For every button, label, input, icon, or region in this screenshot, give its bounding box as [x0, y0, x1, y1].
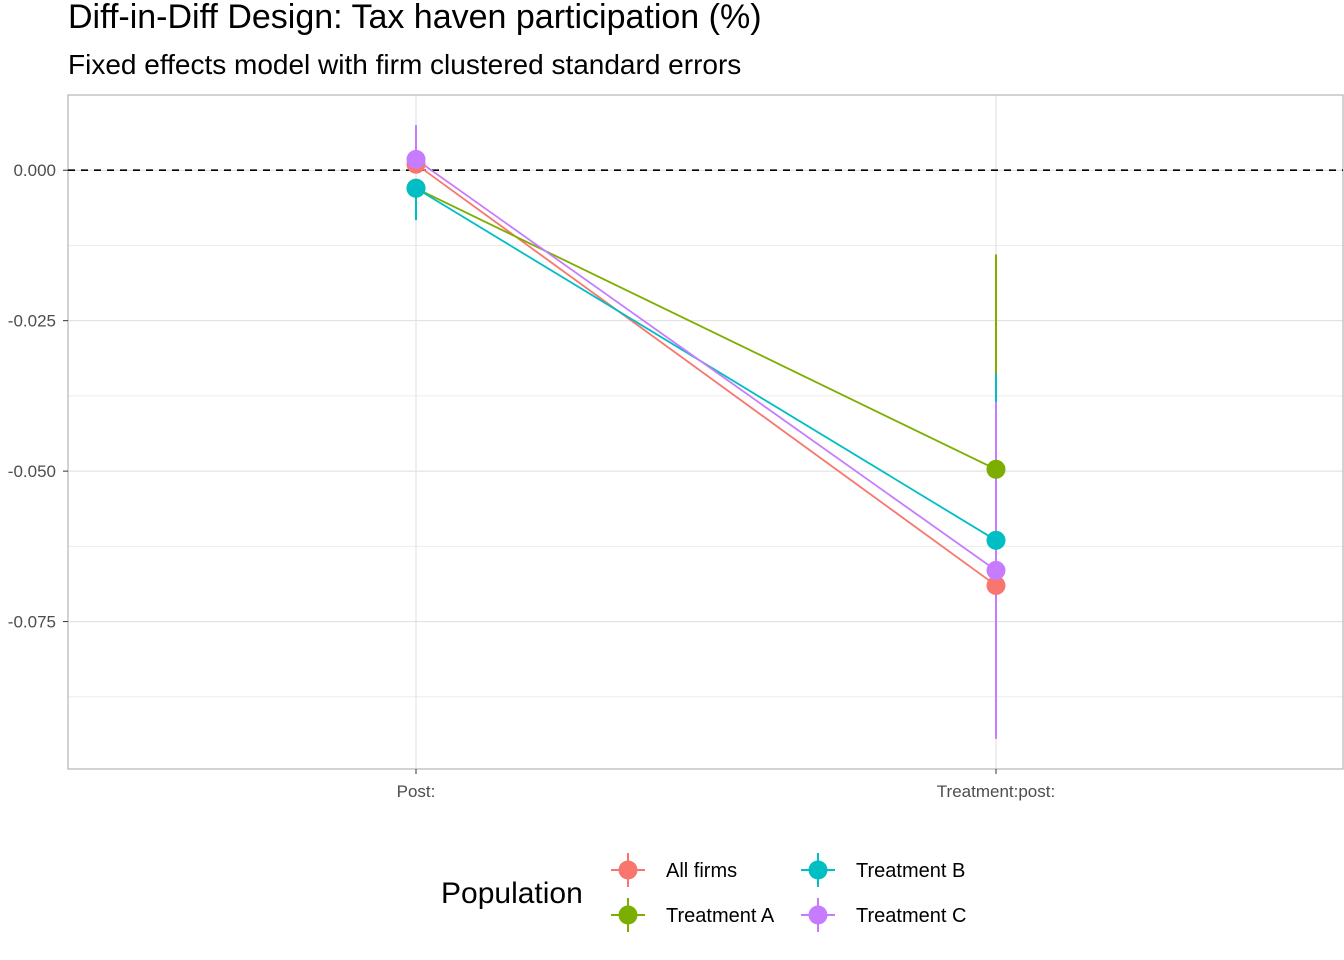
legend-label: Treatment B [856, 860, 965, 882]
data-point [986, 575, 1006, 595]
data-point [986, 530, 1006, 550]
chart-subtitle: Fixed effects model with firm clustered … [68, 49, 741, 80]
y-tick-label: -0.050 [8, 462, 56, 481]
data-point [986, 560, 1006, 580]
legend-label: Treatment C [856, 905, 966, 927]
series-line [415, 163, 997, 587]
legend: Population All firms Treatment A Treatment… [441, 853, 966, 932]
chart-title: Diff-in-Diff Design: Tax haven participa… [68, 0, 762, 36]
y-tick-label: -0.025 [8, 312, 56, 331]
legend-key-point [618, 860, 638, 880]
legend-key-point [808, 905, 828, 925]
legend-label: All firms [666, 860, 737, 882]
legend-key-point [808, 860, 828, 880]
x-tick-label: Treatment:post: [937, 782, 1055, 801]
data-point [986, 459, 1006, 479]
legend-key-point [618, 905, 638, 925]
plot-panel: 0.000 -0.025 -0.050 -0.075 Post: Treatment:po… [8, 94, 1344, 801]
data-point [406, 149, 426, 169]
y-tick-label: 0.000 [13, 161, 56, 180]
series-line [415, 187, 997, 471]
x-tick-label: Post: [397, 782, 436, 801]
y-tick-label: -0.075 [8, 613, 56, 632]
legend-label: Treatment A [666, 905, 775, 927]
data-point [406, 178, 426, 198]
panel-border [67, 94, 1344, 770]
series-line [415, 158, 997, 572]
legend-title: Population [441, 877, 583, 910]
